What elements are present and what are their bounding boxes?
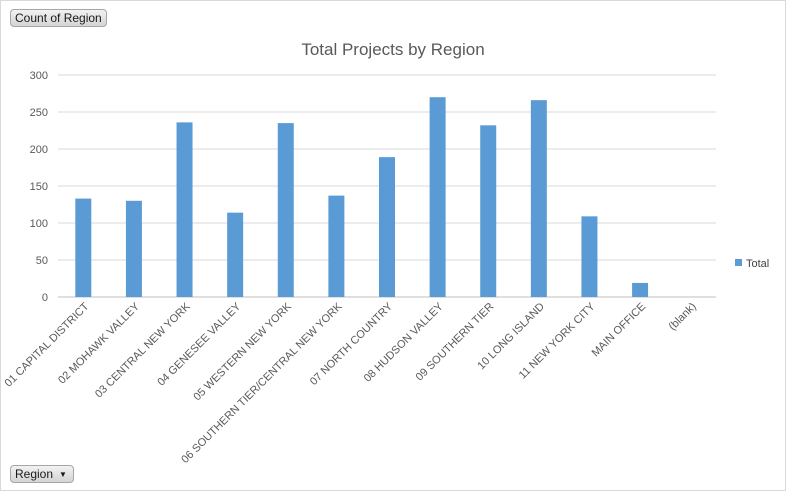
legend-swatch (735, 259, 742, 266)
bar (125, 200, 142, 297)
x-tick-label: 05 WESTERN NEW YORK (191, 300, 294, 403)
bar (277, 123, 294, 297)
y-tick-label: 0 (42, 292, 48, 304)
y-axis-ticks: 0 50 100 150 200 250 300 (30, 70, 48, 304)
y-tick-label: 250 (30, 107, 48, 119)
x-tick-label: 04 GENESEE VALLEY (155, 300, 243, 388)
region-filter-label: Region (15, 467, 54, 481)
count-of-region-button[interactable]: Count of Region (10, 9, 107, 27)
bar (632, 282, 649, 297)
bar (75, 198, 92, 297)
y-tick-label: 150 (30, 181, 48, 193)
x-tick-label: 03 CENTRAL NEW YORK (93, 300, 193, 400)
y-tick-label: 300 (30, 70, 48, 82)
x-tick-label: 07 NORTH COUNTRY (308, 300, 396, 388)
chevron-down-icon: ▼ (59, 470, 67, 479)
legend-label: Total (746, 258, 769, 270)
bar (480, 125, 497, 297)
bars (75, 97, 649, 297)
bar (530, 100, 547, 297)
bar (581, 216, 598, 297)
legend: Total (735, 258, 769, 270)
chart-title: Total Projects by Region (301, 40, 484, 59)
y-tick-label: 50 (36, 255, 48, 267)
bar (227, 212, 244, 297)
x-tick-label: (blank) (667, 301, 699, 333)
x-tick-label: 01 CAPITAL DISTRICT (3, 300, 92, 389)
bar (176, 122, 193, 297)
y-tick-label: 100 (30, 218, 48, 230)
bar (379, 157, 395, 297)
y-tick-label: 200 (30, 144, 48, 156)
region-filter-button[interactable]: Region ▼ (10, 465, 74, 483)
bar (328, 195, 345, 297)
bar (429, 97, 446, 297)
x-tick-label: MAIN OFFICE (590, 301, 649, 360)
